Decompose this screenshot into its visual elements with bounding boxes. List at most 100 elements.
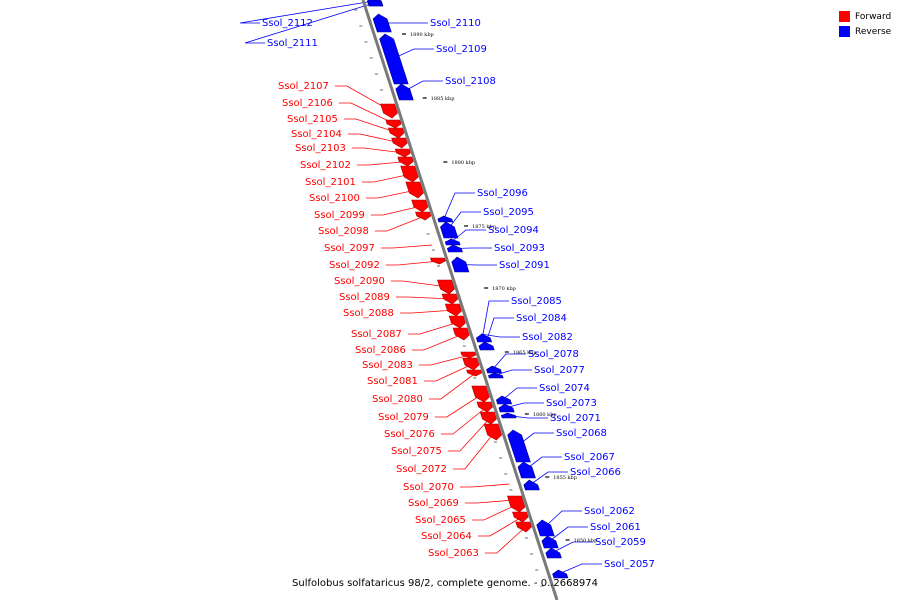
genome-caption: Sulfolobus solfataricus 98/2, complete g… (292, 578, 598, 589)
gene-label-ssol-2073[interactable]: Ssol_2073 (546, 398, 597, 409)
gene-label-ssol-2083[interactable]: Ssol_2083 (362, 360, 413, 371)
gene-label-ssol-2066[interactable]: Ssol_2066 (570, 467, 621, 478)
gene-label-ssol-2078[interactable]: Ssol_2078 (528, 349, 579, 360)
gene-arrow-ssol-2075 (479, 411, 497, 425)
gene-label-ssol-2076[interactable]: Ssol_2076 (384, 429, 435, 440)
leader-line-ssol-2104 (347, 133, 402, 144)
gene-label-ssol-2067[interactable]: Ssol_2067 (564, 452, 615, 463)
kbp-tick-label: 1855 kbp (553, 475, 577, 481)
gene-label-ssol-2090[interactable]: Ssol_2090 (334, 276, 385, 287)
kbp-tick-label: 1865 kbp (513, 350, 537, 356)
gene-label-ssol-2096[interactable]: Ssol_2096 (477, 188, 528, 199)
gene-arrow-ssol-2081 (462, 357, 480, 371)
gene-label-ssol-2075[interactable]: Ssol_2075 (391, 446, 442, 457)
gene-label-ssol-2061[interactable]: Ssol_2061 (590, 522, 641, 533)
leader-line-ssol-2064 (477, 516, 523, 537)
gene-arrow-ssol-2065 (506, 495, 526, 513)
gene-label-ssol-2059[interactable]: Ssol_2059 (595, 537, 646, 548)
gene-label-ssol-2102[interactable]: Ssol_2102 (300, 160, 351, 171)
gene-label-ssol-2084[interactable]: Ssol_2084 (516, 313, 567, 324)
gene-label-ssol-2071[interactable]: Ssol_2071 (550, 413, 601, 424)
gene-label-ssol-2079[interactable]: Ssol_2079 (378, 412, 429, 423)
gene-label-ssol-2098[interactable]: Ssol_2098 (318, 226, 369, 237)
gene-arrow-ssol-2093 (446, 244, 463, 253)
gene-label-ssol-2094[interactable]: Ssol_2094 (488, 225, 539, 236)
leader-line-ssol-2101 (361, 173, 412, 183)
gene-label-ssol-2112[interactable]: Ssol_2112 (262, 18, 313, 29)
leader-line-ssol-2078 (492, 353, 526, 370)
gene-label-ssol-2088[interactable]: Ssol_2088 (343, 308, 394, 319)
gene-arrow-ssol-2105 (387, 127, 405, 139)
gene-arrow-ssol-2067 (517, 461, 536, 479)
gene-arrow-ssol-2103 (394, 148, 411, 158)
gene-arrow-ssol-2091 (451, 256, 470, 273)
leader-line-ssol-2108 (402, 80, 443, 93)
gene-label-ssol-2103[interactable]: Ssol_2103 (295, 143, 346, 154)
gene-arrow-ssol-2062 (536, 519, 555, 537)
gene-label-ssol-2111[interactable]: Ssol_2111 (267, 38, 318, 49)
gene-arrow-ssol-2064 (512, 511, 529, 523)
gene-label-ssol-2109[interactable]: Ssol_2109 (436, 44, 487, 55)
gene-label-ssol-2092[interactable]: Ssol_2092 (329, 260, 380, 271)
gene-label-ssol-2077[interactable]: Ssol_2077 (534, 365, 585, 376)
gene-label-ssol-2087[interactable]: Ssol_2087 (351, 329, 402, 340)
gene-label-ssol-2097[interactable]: Ssol_2097 (324, 243, 375, 254)
leader-line-ssol-2100 (365, 189, 417, 199)
gene-label-ssol-2068[interactable]: Ssol_2068 (556, 428, 607, 439)
gene-arrow-ssol-2111 (367, 0, 384, 7)
kbp-tick-label: 1885 kbp (431, 96, 455, 102)
gene-label-ssol-2107[interactable]: Ssol_2107 (278, 81, 329, 92)
leader-line-ssol-2087 (407, 321, 460, 335)
gene-label-ssol-2072[interactable]: Ssol_2072 (396, 464, 447, 475)
gene-label-ssol-2099[interactable]: Ssol_2099 (314, 210, 365, 221)
gene-label-ssol-2101[interactable]: Ssol_2101 (305, 177, 356, 188)
gene-label-ssol-2110[interactable]: Ssol_2110 (430, 18, 481, 29)
gene-label-ssol-2095[interactable]: Ssol_2095 (483, 207, 534, 218)
gene-label-ssol-2093[interactable]: Ssol_2093 (494, 243, 545, 254)
gene-label-ssol-2063[interactable]: Ssol_2063 (428, 548, 479, 559)
gene-label-ssol-2062[interactable]: Ssol_2062 (584, 506, 635, 517)
gene-label-ssol-2086[interactable]: Ssol_2086 (355, 345, 406, 356)
gene-arrow-ssol-2086 (452, 327, 470, 341)
gene-arrow-ssol-2094 (444, 238, 461, 246)
gene-label-ssol-2085[interactable]: Ssol_2085 (511, 296, 562, 307)
gene-label-ssol-2069[interactable]: Ssol_2069 (408, 498, 459, 509)
gene-label-ssol-2074[interactable]: Ssol_2074 (539, 383, 590, 394)
legend-item-reverse: Reverse (839, 24, 891, 39)
leader-line-ssol-2106 (338, 102, 396, 125)
gene-label-ssol-2064[interactable]: Ssol_2064 (421, 531, 472, 542)
gene-label-ssol-2089[interactable]: Ssol_2089 (339, 292, 390, 303)
leader-line-ssol-2089 (395, 296, 452, 300)
gene-label-ssol-2106[interactable]: Ssol_2106 (282, 98, 333, 109)
legend-label-forward: Forward (855, 11, 892, 22)
gene-label-ssol-2100[interactable]: Ssol_2100 (309, 193, 360, 204)
gene-label-ssol-2070[interactable]: Ssol_2070 (403, 482, 454, 493)
gene-arrow-ssol-2096 (437, 215, 454, 223)
gene-label-ssol-2082[interactable]: Ssol_2082 (522, 332, 573, 343)
leader-line-ssol-2076 (440, 406, 487, 435)
gene-label-ssol-2108[interactable]: Ssol_2108 (445, 76, 496, 87)
gene-label-ssol-2104[interactable]: Ssol_2104 (291, 129, 342, 140)
gene-label-ssol-2081[interactable]: Ssol_2081 (367, 376, 418, 387)
gene-arrow-ssol-2107 (380, 103, 398, 119)
gene-label-ssol-2080[interactable]: Ssol_2080 (372, 394, 423, 405)
gene-label-ssol-2091[interactable]: Ssol_2091 (499, 260, 550, 271)
gene-arrow-ssol-2089 (441, 293, 459, 305)
leader-line-ssol-2099 (370, 205, 422, 216)
gene-label-ssol-2057[interactable]: Ssol_2057 (604, 559, 655, 570)
gene-label-ssol-2065[interactable]: Ssol_2065 (415, 515, 466, 526)
leader-line-ssol-2075 (447, 417, 491, 452)
leader-line-ssol-2109 (391, 48, 434, 60)
leader-line-ssol-2097 (380, 244, 433, 249)
gene-arrow-ssol-2063 (515, 521, 532, 533)
gene-arrow-ssol-2108 (395, 83, 414, 101)
gene-arrow-ssol-2072 (483, 423, 502, 441)
leader-line-ssol-2063 (484, 526, 526, 554)
leader-line-ssol-2096 (443, 192, 475, 220)
leader-line-ssol-2088 (399, 309, 456, 314)
gene-arrow-ssol-2083 (460, 351, 477, 359)
gene-label-ssol-2105[interactable]: Ssol_2105 (287, 114, 338, 125)
genome-axis (361, 0, 559, 600)
gene-arrow-ssol-2102 (397, 156, 414, 167)
